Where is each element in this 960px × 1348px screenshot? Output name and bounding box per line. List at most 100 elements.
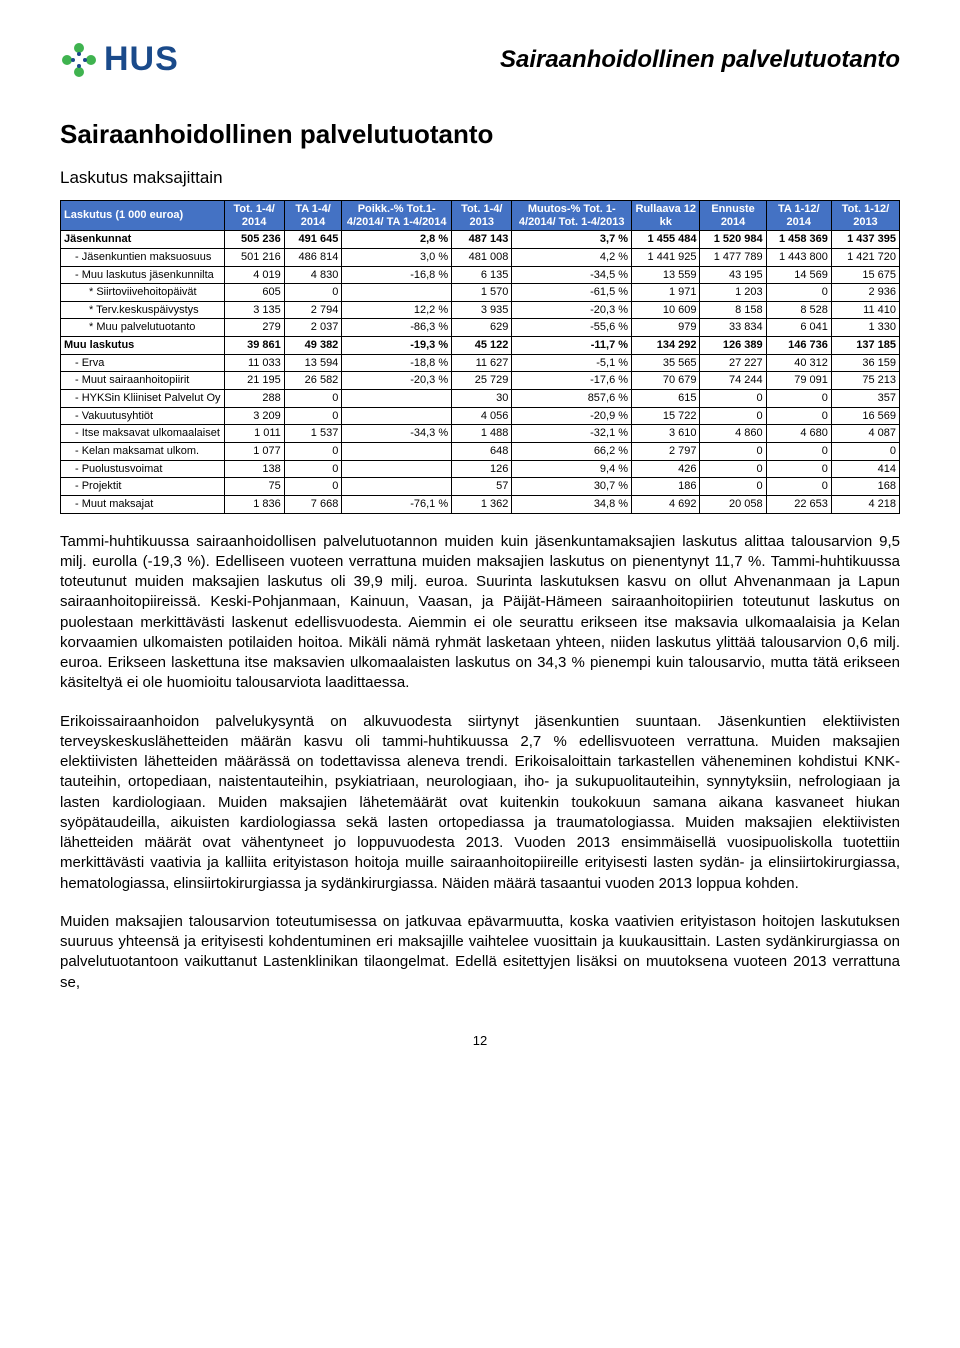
cell: 1 437 395 bbox=[831, 231, 899, 249]
cell: 2 794 bbox=[284, 301, 342, 319]
cell: 33 834 bbox=[700, 319, 766, 337]
table-row: * Terv.keskuspäivystys3 1352 79412,2 %3 … bbox=[61, 301, 900, 319]
cell: 2,8 % bbox=[342, 231, 452, 249]
cell bbox=[342, 390, 452, 408]
cell: 1 362 bbox=[452, 495, 512, 513]
cell: 414 bbox=[831, 460, 899, 478]
cell: 6 041 bbox=[766, 319, 831, 337]
logo-icon bbox=[60, 41, 98, 79]
cell: 15 722 bbox=[632, 407, 700, 425]
table-row: - Vakuutusyhtiöt3 20904 056-20,9 %15 722… bbox=[61, 407, 900, 425]
cell: 30,7 % bbox=[512, 478, 632, 496]
cell: -34,5 % bbox=[512, 266, 632, 284]
table-row: - Itse maksavat ulkomaalaiset1 0111 537-… bbox=[61, 425, 900, 443]
table-row: - Erva11 03313 594-18,8 %11 627-5,1 %35 … bbox=[61, 354, 900, 372]
table-row: - HYKSin Kliiniset Palvelut Oy288030857,… bbox=[61, 390, 900, 408]
cell: 137 185 bbox=[831, 337, 899, 355]
col-header: Muutos-% Tot. 1-4/2014/ Tot. 1-4/2013 bbox=[512, 201, 632, 231]
cell bbox=[342, 460, 452, 478]
cell: 0 bbox=[700, 442, 766, 460]
cell: 12,2 % bbox=[342, 301, 452, 319]
paragraph: Muiden maksajien talousarvion toteutumis… bbox=[60, 912, 900, 993]
table-header-row: Laskutus (1 000 euroa) Tot. 1-4/ 2014 TA… bbox=[61, 201, 900, 231]
cell: 0 bbox=[284, 284, 342, 302]
row-label: - Jäsenkuntien maksuosuus bbox=[61, 248, 225, 266]
row-label: - Itse maksavat ulkomaalaiset bbox=[61, 425, 225, 443]
cell: -20,9 % bbox=[512, 407, 632, 425]
cell: 481 008 bbox=[452, 248, 512, 266]
logo: HUS bbox=[60, 40, 179, 79]
cell: 49 382 bbox=[284, 337, 342, 355]
cell: 75 213 bbox=[831, 372, 899, 390]
cell: 70 679 bbox=[632, 372, 700, 390]
cell bbox=[342, 284, 452, 302]
cell: 3 135 bbox=[224, 301, 284, 319]
cell: 21 195 bbox=[224, 372, 284, 390]
cell: 4 087 bbox=[831, 425, 899, 443]
cell bbox=[342, 407, 452, 425]
cell: 857,6 % bbox=[512, 390, 632, 408]
cell: 13 559 bbox=[632, 266, 700, 284]
cell: 22 653 bbox=[766, 495, 831, 513]
col-header: Poikk.-% Tot.1-4/2014/ TA 1-4/2014 bbox=[342, 201, 452, 231]
cell: 979 bbox=[632, 319, 700, 337]
table-row: - Projektit7505730,7 %18600168 bbox=[61, 478, 900, 496]
row-label: - Muu laskutus jäsenkunnilta bbox=[61, 266, 225, 284]
cell: 36 159 bbox=[831, 354, 899, 372]
cell: -19,3 % bbox=[342, 337, 452, 355]
cell: 3 209 bbox=[224, 407, 284, 425]
cell: 1 836 bbox=[224, 495, 284, 513]
cell: 15 675 bbox=[831, 266, 899, 284]
cell: 26 582 bbox=[284, 372, 342, 390]
page-number: 12 bbox=[60, 1033, 900, 1048]
row-label: Jäsenkunnat bbox=[61, 231, 225, 249]
row-label: Muu laskutus bbox=[61, 337, 225, 355]
cell: 505 236 bbox=[224, 231, 284, 249]
cell: 134 292 bbox=[632, 337, 700, 355]
subsection-title: Laskutus maksajittain bbox=[60, 168, 900, 188]
table-row: - Jäsenkuntien maksuosuus501 216486 8143… bbox=[61, 248, 900, 266]
document-header: HUS Sairaanhoidollinen palvelutuotanto bbox=[60, 40, 900, 79]
cell: 30 bbox=[452, 390, 512, 408]
cell: 1 443 800 bbox=[766, 248, 831, 266]
cell: 0 bbox=[766, 478, 831, 496]
cell: -16,8 % bbox=[342, 266, 452, 284]
col-header: Tot. 1-4/ 2013 bbox=[452, 201, 512, 231]
col-header: TA 1-12/ 2014 bbox=[766, 201, 831, 231]
cell: 426 bbox=[632, 460, 700, 478]
col-header: Tot. 1-12/ 2013 bbox=[831, 201, 899, 231]
cell: 39 861 bbox=[224, 337, 284, 355]
cell: 0 bbox=[700, 478, 766, 496]
table-row: * Siirtoviivehoitopäivät60501 570-61,5 %… bbox=[61, 284, 900, 302]
table-row: - Muu laskutus jäsenkunnilta4 0194 830-1… bbox=[61, 266, 900, 284]
cell: 11 627 bbox=[452, 354, 512, 372]
cell: 0 bbox=[284, 460, 342, 478]
row-label: - Kelan maksamat ulkom. bbox=[61, 442, 225, 460]
row-label: - Muut maksajat bbox=[61, 495, 225, 513]
cell: -18,8 % bbox=[342, 354, 452, 372]
table-row: Jäsenkunnat505 236491 6452,8 %487 1433,7… bbox=[61, 231, 900, 249]
row-label: - Erva bbox=[61, 354, 225, 372]
cell: 3 935 bbox=[452, 301, 512, 319]
cell: 7 668 bbox=[284, 495, 342, 513]
cell: 0 bbox=[766, 284, 831, 302]
cell: 1 455 484 bbox=[632, 231, 700, 249]
cell: 1 421 720 bbox=[831, 248, 899, 266]
cell: 40 312 bbox=[766, 354, 831, 372]
row-label: - Vakuutusyhtiöt bbox=[61, 407, 225, 425]
cell: -86,3 % bbox=[342, 319, 452, 337]
cell: 25 729 bbox=[452, 372, 512, 390]
document-title: Sairaanhoidollinen palvelutuotanto bbox=[500, 46, 900, 74]
cell: 4 056 bbox=[452, 407, 512, 425]
cell: -5,1 % bbox=[512, 354, 632, 372]
cell: 43 195 bbox=[700, 266, 766, 284]
cell: 1 458 369 bbox=[766, 231, 831, 249]
cell: 1 077 bbox=[224, 442, 284, 460]
cell: 3,7 % bbox=[512, 231, 632, 249]
cell: 6 135 bbox=[452, 266, 512, 284]
cell: 486 814 bbox=[284, 248, 342, 266]
cell: 74 244 bbox=[700, 372, 766, 390]
cell: 357 bbox=[831, 390, 899, 408]
table-row: Muu laskutus39 86149 382-19,3 %45 122-11… bbox=[61, 337, 900, 355]
cell: 66,2 % bbox=[512, 442, 632, 460]
